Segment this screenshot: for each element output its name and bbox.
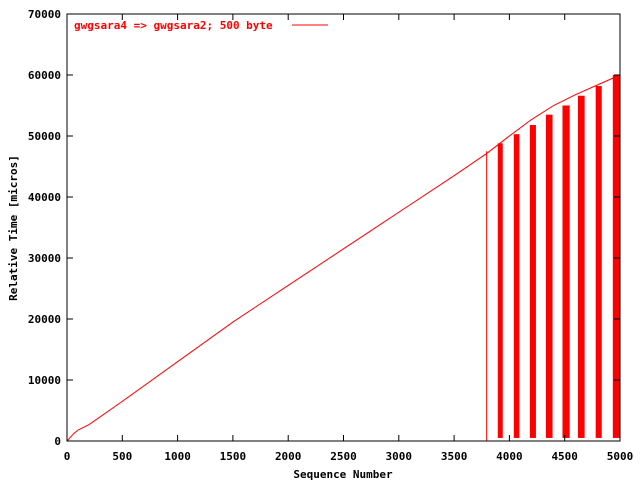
spike-band-1 — [497, 143, 503, 438]
axes-layer: 0 500 1000 1500 2000 2500 3000 3500 4000 4500 5000… — [28, 8, 633, 463]
x-tick-label: 5000 — [607, 450, 634, 463]
spike-band-8 — [612, 75, 620, 438]
x-tick-label: 0 — [64, 450, 71, 463]
y-tick-label: 60000 — [28, 69, 61, 82]
x-tick-label: 3500 — [441, 450, 468, 463]
series-line-0 — [66, 74, 621, 442]
spike-band-0 — [486, 151, 488, 441]
x-tick-label: 1500 — [220, 450, 247, 463]
x-tick-label: 4000 — [496, 450, 523, 463]
plot-content — [66, 74, 621, 442]
x-tick-label: 1000 — [164, 450, 191, 463]
plot-frame — [66, 13, 621, 442]
legend-entry-label: gwgsara4 => gwgsara2; 500 byte — [74, 19, 273, 32]
legend: gwgsara4 => gwgsara2; 500 byte — [74, 19, 328, 32]
spike-band-5 — [562, 105, 570, 438]
y-tick-label: 20000 — [28, 313, 61, 326]
spike-band-3 — [529, 125, 536, 438]
x-tick-label: 500 — [112, 450, 132, 463]
y-axis-title: Relative Time [micros] — [7, 155, 20, 301]
y-tick-label: 40000 — [28, 191, 61, 204]
y-tick-label: 70000 — [28, 8, 61, 21]
y-tick-label: 10000 — [28, 374, 61, 387]
spike-band-7 — [595, 85, 602, 438]
x-tick-label: 2500 — [330, 450, 357, 463]
y-tick-label: 50000 — [28, 130, 61, 143]
spike-band-4 — [545, 114, 553, 438]
y-tick-label: 0 — [54, 435, 61, 448]
x-axis-title: Sequence Number — [293, 468, 393, 480]
x-tick-label: 4500 — [551, 450, 578, 463]
x-tick-label: 3000 — [386, 450, 413, 463]
x-tick-label: 2000 — [275, 450, 302, 463]
spike-band-2 — [513, 134, 520, 438]
spike-band-6 — [577, 95, 585, 438]
y-tick-label: 30000 — [28, 252, 61, 265]
